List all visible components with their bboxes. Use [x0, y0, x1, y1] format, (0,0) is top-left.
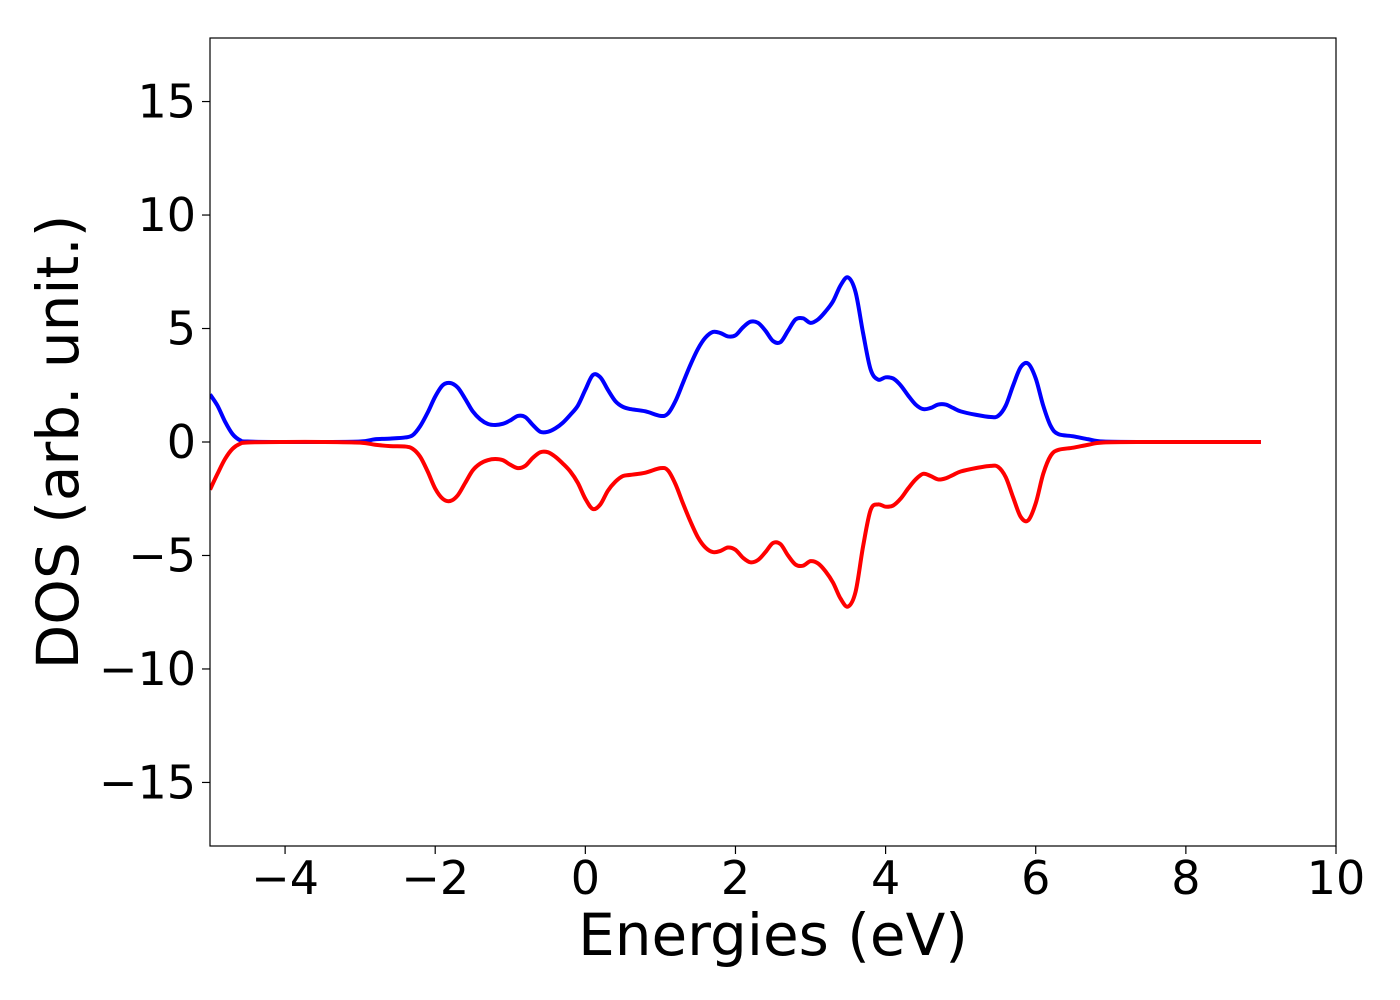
y-axis-label: DOS (arb. unit.): [24, 215, 92, 670]
y-tick-label: −10: [99, 642, 196, 696]
y-tick-label: −5: [128, 528, 196, 582]
x-tick-label: 4: [871, 851, 900, 905]
x-tick-label: 8: [1171, 851, 1200, 905]
x-tick-label: 10: [1307, 851, 1366, 905]
x-tick-label: 2: [721, 851, 750, 905]
x-tick-label: −2: [401, 851, 469, 905]
y-tick-label: 15: [137, 75, 196, 129]
x-axis-label: Energies (eV): [578, 901, 968, 969]
y-tick-label: −15: [99, 755, 196, 809]
y-tick-label: 0: [167, 415, 196, 469]
x-tick-label: 6: [1021, 851, 1050, 905]
y-tick-label: 5: [167, 302, 196, 356]
x-tick-label: −4: [251, 851, 319, 905]
y-tick-label: 10: [137, 188, 196, 242]
series-line-1: [210, 275, 1261, 445]
x-tick-label: 0: [571, 851, 600, 905]
x-axis: −4 −2 0 2 4 6 8 10: [251, 846, 1365, 905]
series-line-2: [210, 439, 1261, 609]
y-axis: 15 10 5 0 −5 −10 −15: [99, 75, 210, 809]
series-layer: [210, 275, 1261, 609]
